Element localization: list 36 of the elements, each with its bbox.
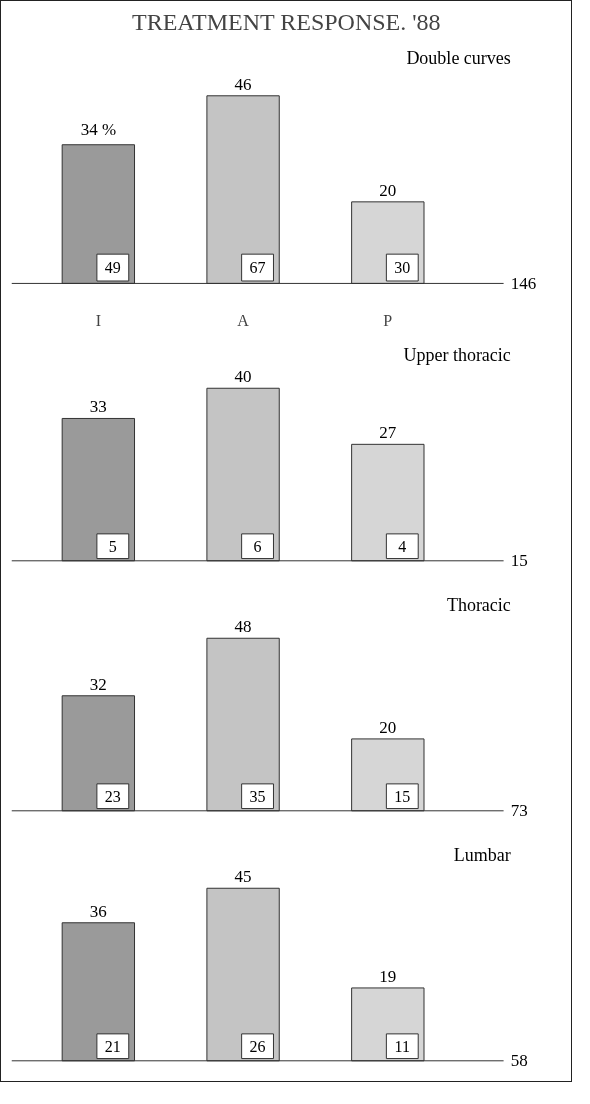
data-label: 34 % — [80, 119, 117, 139]
annotation: 15 — [394, 787, 411, 805]
data-label: 45 — [234, 867, 252, 887]
data-label: 46 — [234, 74, 252, 94]
annotation: 35 — [249, 787, 266, 805]
data-label: 20 — [379, 717, 397, 737]
text: 15 — [510, 551, 528, 571]
chart-title: TREATMENT RESPONSE. '88 — [131, 8, 441, 35]
data-label: 48 — [234, 617, 252, 637]
annotation: 23 — [104, 787, 121, 805]
annotation: 6 — [253, 537, 262, 555]
chart-subtitle: Upper thoracic — [403, 344, 511, 365]
chart-subtitle: Lumbar — [453, 844, 511, 865]
annotation: 26 — [249, 1037, 266, 1055]
text: 58 — [510, 1051, 528, 1071]
text: 146 — [510, 273, 537, 293]
chart-subtitle: Thoracic — [446, 594, 511, 615]
text: 73 — [510, 801, 528, 821]
annotation: 49 — [104, 259, 121, 277]
data-label: 20 — [379, 180, 397, 200]
data-label: 27 — [379, 423, 397, 443]
x-tick-label: P — [383, 311, 393, 329]
annotation: 21 — [104, 1037, 121, 1055]
data-label: 19 — [379, 966, 397, 986]
data-label: 40 — [234, 367, 252, 387]
data-label: 32 — [89, 674, 107, 694]
x-tick-label: A — [237, 311, 250, 329]
annotation: 67 — [249, 259, 266, 277]
chart-subtitle: Double curves — [406, 47, 511, 68]
annotation: 11 — [394, 1037, 410, 1055]
annotation: 5 — [108, 537, 117, 555]
annotation: 4 — [398, 537, 407, 555]
x-tick-label: I — [95, 311, 102, 329]
data-label: 36 — [89, 901, 107, 921]
annotation: 30 — [394, 259, 411, 277]
data-label: 33 — [89, 397, 107, 417]
